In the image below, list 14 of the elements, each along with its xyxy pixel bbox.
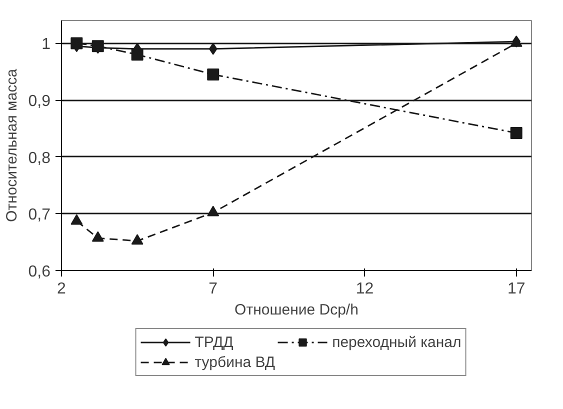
y-axis-title: Относительная масса	[3, 68, 20, 222]
x-axis-title: Отношение Dcp/h	[234, 302, 358, 318]
legend-label: турбина ВД	[194, 353, 276, 371]
x-tick-label: 7	[208, 280, 218, 298]
x-tick-label: 17	[507, 280, 526, 298]
x-tick-label: 2	[57, 280, 66, 298]
y-tick-label: 0,7	[28, 206, 51, 224]
y-tick-label: 0,9	[28, 93, 51, 110]
y-tick-label: 1	[42, 36, 51, 54]
legend-label: переходный канал	[332, 333, 462, 351]
y-tick-label: 0,8	[28, 150, 51, 167]
legend-label: ТРДД	[194, 333, 234, 351]
x-tick-label: 12	[356, 280, 374, 298]
y-tick-label: 0,6	[28, 264, 51, 280]
